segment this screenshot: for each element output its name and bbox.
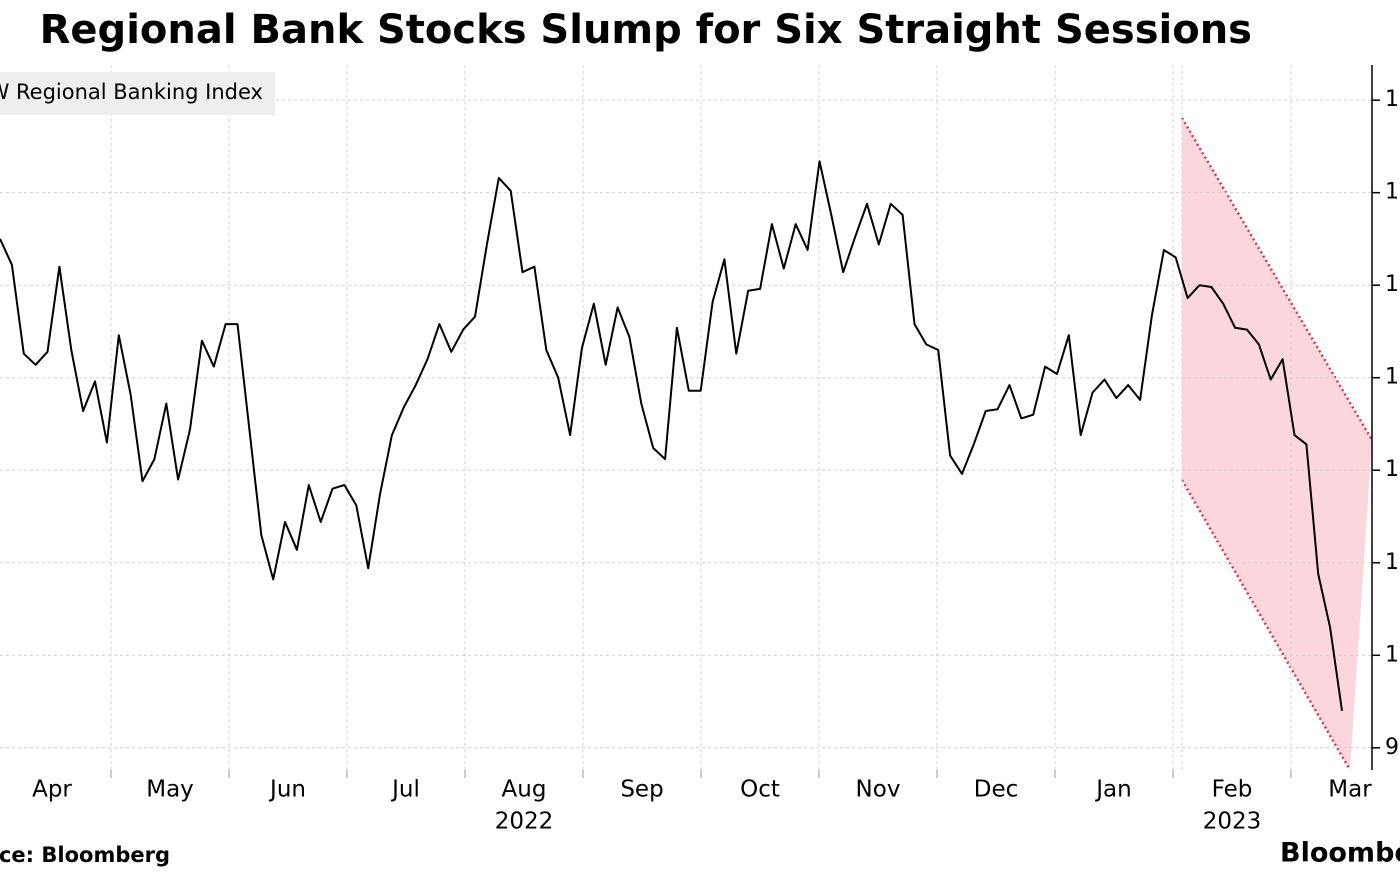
year-label: 2023 xyxy=(1203,809,1262,835)
x-tick-label: Apr xyxy=(32,777,72,803)
y-tick-label: 95 xyxy=(1385,735,1400,760)
y-tick-label: 110 xyxy=(1385,457,1400,482)
channel-lower xyxy=(1180,479,1352,771)
x-tick-label: Nov xyxy=(856,777,901,803)
x-tick-label: Aug xyxy=(502,777,547,803)
legend-label: KBW Regional Banking Index xyxy=(0,80,263,104)
chart-title: Regional Bank Stocks Slump for Six Strai… xyxy=(40,7,1252,53)
y-tick-label: 120 xyxy=(1385,272,1400,297)
source: Source: Bloomberg xyxy=(0,843,170,867)
x-tick-label: Mar xyxy=(1328,777,1372,803)
logo: Bloomberg xyxy=(1280,838,1400,869)
y-tick-label: 125 xyxy=(1385,180,1400,205)
x-tick-label: Feb xyxy=(1212,777,1253,803)
y-tick-label: 105 xyxy=(1385,550,1400,575)
grid-layer xyxy=(0,65,1372,770)
y-tick-label: 115 xyxy=(1385,365,1400,390)
year-label: 2022 xyxy=(495,809,554,835)
x-tick-label: Oct xyxy=(740,777,780,803)
y-tick-label: 100 xyxy=(1385,642,1400,667)
x-tick-label: Jul xyxy=(390,777,420,803)
x-tick-label: Jun xyxy=(268,777,306,803)
channel-upper xyxy=(1180,117,1374,441)
trend-channel xyxy=(1182,118,1372,770)
x-tick-label: May xyxy=(146,777,194,803)
y-tick-label: 130 xyxy=(1385,87,1400,112)
x-tick-label: Dec xyxy=(974,777,1019,803)
x-tick-label: Sep xyxy=(620,777,663,803)
data-line xyxy=(0,160,1343,711)
legend-box xyxy=(0,72,275,115)
x-tick-label: Jan xyxy=(1094,777,1131,803)
